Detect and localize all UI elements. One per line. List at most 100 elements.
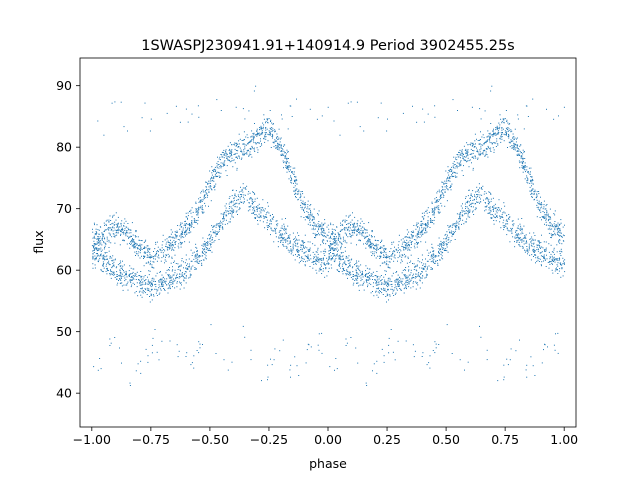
data-point — [101, 232, 103, 234]
data-point — [520, 227, 522, 229]
data-point — [161, 281, 163, 283]
data-point — [480, 148, 482, 150]
data-point — [408, 236, 410, 238]
data-point — [215, 224, 217, 226]
data-point — [493, 132, 495, 134]
data-point — [92, 267, 94, 269]
data-point — [174, 241, 176, 243]
data-point — [486, 197, 488, 199]
data-point — [302, 200, 304, 202]
data-point — [290, 246, 292, 247]
data-point — [387, 282, 389, 284]
data-point — [465, 148, 467, 150]
data-point — [373, 243, 374, 245]
data-point — [159, 292, 161, 294]
data-point — [155, 292, 157, 294]
data-point — [508, 230, 510, 232]
data-point — [562, 234, 564, 236]
outlier-point — [147, 355, 149, 357]
data-point — [508, 123, 510, 125]
data-point — [151, 280, 153, 282]
data-point — [466, 212, 468, 214]
data-point — [294, 181, 295, 183]
data-point — [150, 293, 152, 295]
data-point — [128, 236, 130, 238]
data-point — [537, 240, 539, 242]
data-point — [223, 212, 225, 214]
data-point — [162, 284, 164, 285]
data-point — [356, 265, 358, 267]
data-point — [275, 130, 276, 132]
data-point — [411, 278, 413, 280]
data-point — [432, 250, 434, 252]
data-point — [431, 258, 433, 260]
data-point — [529, 173, 531, 175]
data-point — [228, 207, 230, 209]
data-point — [258, 213, 260, 215]
data-point — [517, 155, 519, 156]
data-point — [531, 189, 533, 191]
data-point — [296, 249, 298, 250]
data-point — [358, 275, 360, 277]
data-point — [295, 196, 296, 197]
data-point — [346, 234, 347, 236]
data-point — [417, 260, 419, 262]
data-point — [146, 294, 148, 295]
data-point — [422, 267, 424, 269]
data-point — [425, 232, 427, 234]
outlier-point — [242, 325, 244, 327]
data-point — [552, 263, 553, 265]
data-point — [513, 148, 515, 150]
data-point — [409, 278, 411, 280]
data-point — [125, 232, 127, 234]
data-point — [203, 249, 205, 251]
data-point — [495, 220, 497, 222]
data-point — [417, 273, 419, 275]
data-point — [280, 240, 282, 242]
data-point — [247, 193, 249, 195]
data-point — [217, 171, 219, 173]
data-point — [415, 225, 417, 227]
data-point — [442, 189, 444, 191]
data-point — [545, 208, 547, 210]
data-point — [458, 220, 460, 222]
data-point — [407, 233, 408, 235]
data-point — [269, 225, 271, 227]
data-point — [512, 236, 514, 238]
data-point — [446, 178, 448, 180]
outlier-point — [99, 358, 101, 359]
data-point — [182, 232, 184, 234]
data-point — [423, 212, 425, 214]
data-point — [400, 259, 402, 261]
data-point — [228, 221, 230, 223]
data-point — [133, 278, 135, 280]
data-point — [94, 258, 96, 260]
data-point — [179, 239, 181, 241]
data-point — [318, 234, 320, 236]
data-point — [251, 130, 253, 132]
data-point — [212, 226, 214, 228]
data-point — [441, 205, 443, 207]
data-point — [318, 270, 320, 272]
data-point — [440, 202, 442, 204]
data-point — [161, 274, 163, 276]
data-point — [504, 118, 506, 120]
data-point — [155, 253, 157, 255]
data-point — [359, 240, 361, 242]
data-point — [250, 198, 252, 200]
data-point — [151, 288, 153, 290]
data-point — [385, 252, 387, 254]
data-point — [347, 277, 348, 279]
data-point — [176, 230, 178, 232]
data-point — [344, 270, 346, 271]
data-point — [103, 230, 105, 232]
data-point — [240, 150, 242, 152]
data-point — [147, 261, 149, 263]
data-point — [310, 212, 311, 214]
data-point — [484, 206, 486, 208]
data-point — [320, 228, 322, 230]
data-point — [555, 258, 557, 260]
data-point — [175, 277, 177, 279]
data-point — [375, 248, 377, 250]
data-point — [237, 214, 238, 215]
